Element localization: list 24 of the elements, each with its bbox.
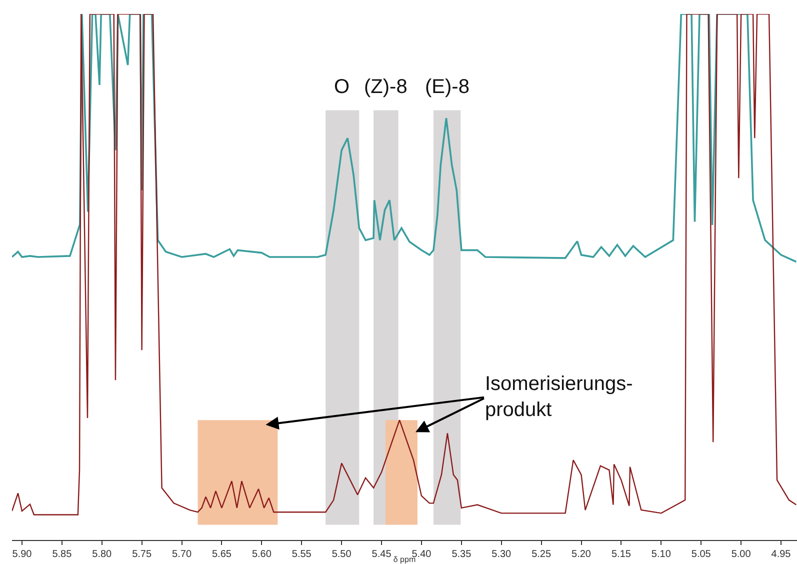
x-tick-label: 5.60 [252,549,272,560]
x-tick-label: 5.80 [92,549,112,560]
x-tick-label: 5.35 [452,549,472,560]
band-label: O [334,76,350,98]
x-axis-title: δ ppm [393,555,416,564]
band-label: (E)-8 [425,76,470,98]
x-tick-label: 5.50 [332,549,352,560]
x-tick-label: 5.00 [731,549,752,560]
x-tick-label: 5.90 [12,549,32,560]
x-tick-label: 5.55 [292,549,312,560]
x-tick-label: 5.20 [572,549,592,560]
x-tick-label: 5.45 [372,549,392,560]
x-tick-label: 5.65 [212,549,232,560]
x-tick-label: 5.25 [532,549,552,560]
x-tick-label: 5.05 [691,549,712,560]
band-label: (Z)-8 [364,76,408,98]
x-tick-label: 4.95 [771,549,792,560]
x-tick-label: 5.75 [132,549,152,560]
x-tick-label: 5.30 [492,549,512,560]
x-tick-label: 5.85 [52,549,72,560]
x-tick-label: 5.70 [172,549,192,560]
x-tick-label: 5.10 [651,549,672,560]
x-tick-label: 5.15 [611,549,632,560]
annotation: Isomerisierungs- produkt [485,373,633,421]
